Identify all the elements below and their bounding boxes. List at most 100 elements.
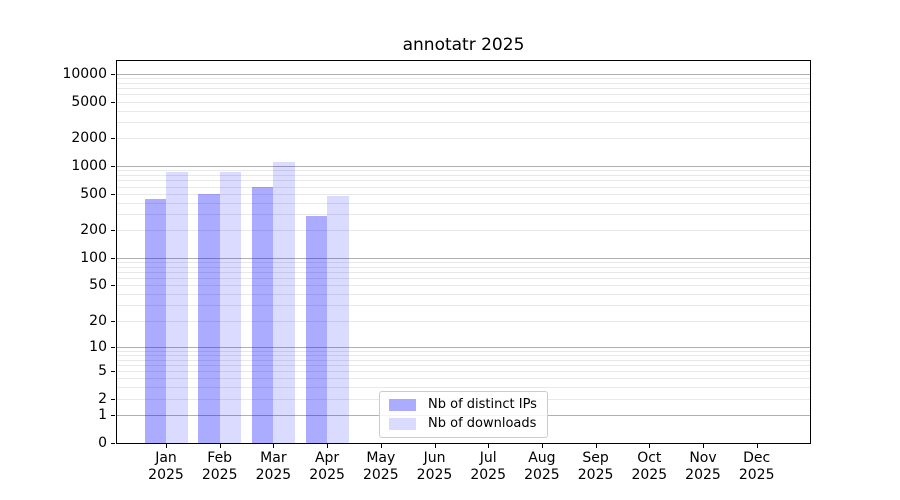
x-tick-label-month: Jun bbox=[423, 450, 446, 466]
y-tick-mark bbox=[111, 346, 115, 348]
plot-area bbox=[116, 60, 811, 444]
x-tick-label: Sep 2025 bbox=[564, 450, 628, 484]
gridline-minor bbox=[117, 193, 810, 195]
y-tick-mark bbox=[111, 230, 115, 232]
x-tick-label-month: Jan bbox=[155, 450, 177, 466]
gridline-minor bbox=[117, 359, 810, 361]
y-tick-mark bbox=[111, 398, 115, 400]
bar-downloads bbox=[327, 196, 349, 443]
gridline-minor bbox=[117, 320, 810, 322]
gridline-major bbox=[117, 166, 810, 168]
x-tick-mark bbox=[166, 444, 167, 448]
gridline-minor bbox=[117, 110, 810, 112]
x-tick-label: Jun 2025 bbox=[403, 450, 467, 484]
x-tick-label-year: 2025 bbox=[416, 467, 453, 483]
y-tick-label: 5000 bbox=[71, 93, 107, 110]
x-tick-mark bbox=[595, 444, 597, 448]
x-tick-label: Apr 2025 bbox=[295, 450, 359, 484]
y-tick-mark bbox=[111, 443, 115, 444]
bar-downloads bbox=[219, 171, 242, 443]
x-tick-label-year: 2025 bbox=[148, 467, 184, 483]
x-tick-label-year: 2025 bbox=[577, 467, 614, 483]
x-tick-label: Feb 2025 bbox=[188, 450, 252, 484]
x-tick-label: Oct 2025 bbox=[617, 450, 681, 484]
bar-distinct-ips bbox=[305, 215, 328, 443]
y-tick-label: 5 bbox=[98, 363, 107, 380]
x-tick-label-month: Oct bbox=[637, 450, 662, 466]
x-tick-label-year: 2025 bbox=[685, 467, 721, 483]
y-tick-label: 1 bbox=[98, 407, 107, 424]
gridline-minor bbox=[117, 230, 810, 232]
gridline-minor bbox=[117, 305, 810, 307]
gridline-minor bbox=[117, 364, 810, 366]
x-tick-mark bbox=[756, 444, 758, 448]
x-tick-label: Mar 2025 bbox=[241, 450, 305, 484]
gridline-minor bbox=[117, 180, 810, 182]
x-tick-label-year: 2025 bbox=[631, 467, 668, 483]
x-tick-label-year: 2025 bbox=[309, 467, 345, 483]
y-tick-mark bbox=[111, 258, 115, 259]
gridline-major bbox=[117, 346, 810, 348]
x-tick-label-month: Feb bbox=[207, 450, 233, 466]
gridline-minor bbox=[117, 278, 810, 280]
gridline-minor bbox=[117, 88, 810, 90]
gridline-minor bbox=[117, 294, 810, 296]
y-tick-mark bbox=[111, 285, 115, 287]
gridline-minor bbox=[117, 262, 810, 264]
gridline-major bbox=[117, 258, 810, 259]
gridline-minor bbox=[117, 138, 810, 140]
gridline-minor bbox=[117, 94, 810, 96]
y-tick-mark bbox=[111, 320, 115, 322]
x-tick-mark bbox=[649, 444, 651, 448]
x-tick-label-month: May bbox=[366, 450, 396, 466]
legend-label: Nb of downloads bbox=[428, 416, 537, 431]
x-tick-label: Jul 2025 bbox=[456, 450, 520, 484]
y-tick-mark bbox=[111, 138, 115, 140]
y-tick-label: 10 bbox=[89, 338, 107, 355]
legend-box: Nb of distinct IPs Nb of downloads bbox=[379, 391, 548, 438]
y-tick-label: 500 bbox=[80, 185, 107, 202]
y-tick-mark bbox=[111, 101, 115, 103]
gridline-minor bbox=[117, 272, 810, 274]
gridline-minor bbox=[117, 371, 810, 373]
x-tick-mark bbox=[219, 444, 221, 448]
y-tick-label: 100 bbox=[80, 250, 107, 266]
x-tick-label-month: Sep bbox=[582, 450, 609, 466]
y-tick-label: 20 bbox=[89, 312, 107, 329]
legend-swatch bbox=[389, 398, 416, 411]
y-tick-mark bbox=[111, 193, 115, 195]
x-tick-label-month: Aug bbox=[528, 450, 556, 466]
gridline-minor bbox=[117, 170, 810, 172]
legend-swatch bbox=[389, 417, 416, 430]
x-tick-mark bbox=[273, 444, 275, 448]
gridline-minor bbox=[117, 214, 810, 216]
bar-downloads bbox=[273, 162, 295, 443]
y-tick-label: 1000 bbox=[71, 158, 107, 175]
x-tick-label-year: 2025 bbox=[201, 467, 238, 483]
x-tick-label-month: Dec bbox=[743, 450, 771, 466]
y-tick-mark bbox=[111, 371, 115, 373]
y-tick-label: 50 bbox=[89, 277, 107, 294]
x-tick-mark bbox=[434, 444, 436, 448]
x-tick-mark bbox=[541, 444, 543, 448]
gridline-minor bbox=[117, 78, 810, 80]
x-tick-mark bbox=[327, 444, 329, 448]
x-tick-label-year: 2025 bbox=[524, 467, 560, 483]
x-tick-mark bbox=[703, 444, 704, 448]
x-tick-label-month: Mar bbox=[260, 450, 287, 466]
gridline-minor bbox=[117, 122, 810, 124]
gridline-minor bbox=[117, 354, 810, 356]
bar-distinct-ips bbox=[198, 193, 220, 443]
bar-distinct-ips bbox=[144, 198, 166, 443]
gridline-minor bbox=[117, 285, 810, 287]
legend-label: Nb of distinct IPs bbox=[428, 397, 537, 412]
legend-item: Nb of distinct IPs bbox=[389, 397, 537, 412]
x-tick-label: Jan 2025 bbox=[134, 450, 198, 484]
x-tick-label-year: 2025 bbox=[470, 467, 506, 483]
gridline-minor bbox=[117, 202, 810, 204]
gridline-minor bbox=[117, 387, 810, 389]
y-tick-label: 10000 bbox=[62, 65, 107, 82]
gridline-minor bbox=[117, 186, 810, 188]
chart-title: annotatr 2025 bbox=[402, 35, 525, 55]
gridline-minor bbox=[117, 82, 810, 84]
